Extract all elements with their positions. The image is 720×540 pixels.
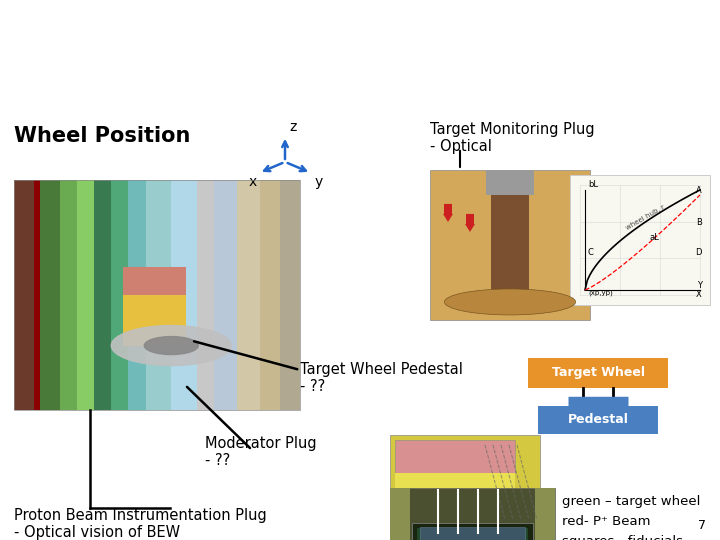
Ellipse shape <box>560 299 570 305</box>
Bar <box>390 435 540 530</box>
FancyArrow shape <box>465 214 475 232</box>
Ellipse shape <box>533 307 542 313</box>
Text: 7: 7 <box>698 519 706 532</box>
Text: ess: ess <box>635 42 659 55</box>
Text: C: C <box>588 248 594 257</box>
Ellipse shape <box>444 289 575 315</box>
Ellipse shape <box>495 290 505 296</box>
Text: Moderator Plug
- ??: Moderator Plug - ?? <box>205 436 317 468</box>
Text: D: D <box>695 248 701 257</box>
Bar <box>280 180 300 410</box>
Text: X: X <box>696 290 702 299</box>
Ellipse shape <box>547 305 557 310</box>
Text: wheel hub, r: wheel hub, r <box>625 204 666 231</box>
Bar <box>14 180 300 410</box>
Ellipse shape <box>450 299 460 305</box>
Ellipse shape <box>557 296 567 302</box>
Text: x: x <box>249 175 257 189</box>
FancyArrow shape <box>443 204 453 222</box>
Bar <box>122 276 186 346</box>
Bar <box>77 180 94 410</box>
Ellipse shape <box>454 296 463 302</box>
Ellipse shape <box>515 308 525 314</box>
Bar <box>94 180 112 410</box>
Ellipse shape <box>477 307 487 313</box>
Bar <box>197 180 215 410</box>
Text: EUROPEAN: EUROPEAN <box>690 35 720 41</box>
Text: SPALLATION: SPALLATION <box>690 47 720 53</box>
Bar <box>395 494 515 521</box>
Bar <box>412 523 533 540</box>
Text: Pedestal: Pedestal <box>567 414 629 427</box>
Ellipse shape <box>515 290 525 296</box>
Bar <box>122 267 186 295</box>
Text: y: y <box>315 175 323 189</box>
Bar <box>34 180 40 410</box>
Text: z: z <box>289 120 297 134</box>
Text: Target Wheel: Target Wheel <box>552 367 644 380</box>
Bar <box>538 406 658 434</box>
Bar <box>417 528 528 540</box>
Ellipse shape <box>533 291 542 297</box>
Text: aL: aL <box>650 233 660 242</box>
Bar <box>486 170 534 195</box>
Text: Target Wheel Pedestal
- ??: Target Wheel Pedestal - ?? <box>300 362 463 394</box>
Ellipse shape <box>477 291 487 297</box>
Ellipse shape <box>495 308 505 314</box>
Ellipse shape <box>144 336 198 355</box>
Bar <box>430 170 590 320</box>
Ellipse shape <box>454 302 463 308</box>
Bar <box>535 488 555 540</box>
Ellipse shape <box>463 305 473 310</box>
Ellipse shape <box>463 293 473 299</box>
Bar <box>528 358 668 388</box>
Bar <box>128 180 145 410</box>
Bar <box>237 180 260 410</box>
Bar <box>145 180 171 410</box>
Bar <box>395 473 515 490</box>
Bar <box>395 440 515 473</box>
Text: B: B <box>696 218 702 227</box>
Ellipse shape <box>547 293 557 299</box>
Bar <box>14 180 34 410</box>
Text: Y: Y <box>697 281 702 290</box>
Text: Target Instrumentation Concept Design: Target Instrumentation Concept Design <box>18 50 510 74</box>
Text: green – target wheel
red- P⁺ Beam
squares - fiducials: green – target wheel red- P⁺ Beam square… <box>562 495 701 540</box>
Bar <box>215 180 237 410</box>
Bar <box>390 488 555 540</box>
Bar <box>570 175 710 305</box>
Text: bL: bL <box>588 180 598 189</box>
Text: Target Monitoring Plug
- Optical: Target Monitoring Plug - Optical <box>430 122 595 154</box>
Bar <box>171 180 197 410</box>
Bar <box>40 180 60 410</box>
Bar <box>491 170 529 300</box>
Text: Proton Beam Instrumentation Plug
- Optical vision of BEW: Proton Beam Instrumentation Plug - Optic… <box>14 508 266 540</box>
Text: (xp,yp): (xp,yp) <box>588 290 613 296</box>
Bar <box>60 180 77 410</box>
Text: SOURCE: SOURCE <box>690 59 719 65</box>
Ellipse shape <box>112 326 231 366</box>
Bar <box>260 180 280 410</box>
Text: Wheel Position: Wheel Position <box>14 126 190 146</box>
Bar <box>112 180 128 410</box>
Bar <box>390 488 410 540</box>
Ellipse shape <box>557 302 567 308</box>
Bar <box>420 527 525 540</box>
Text: A: A <box>696 186 702 195</box>
